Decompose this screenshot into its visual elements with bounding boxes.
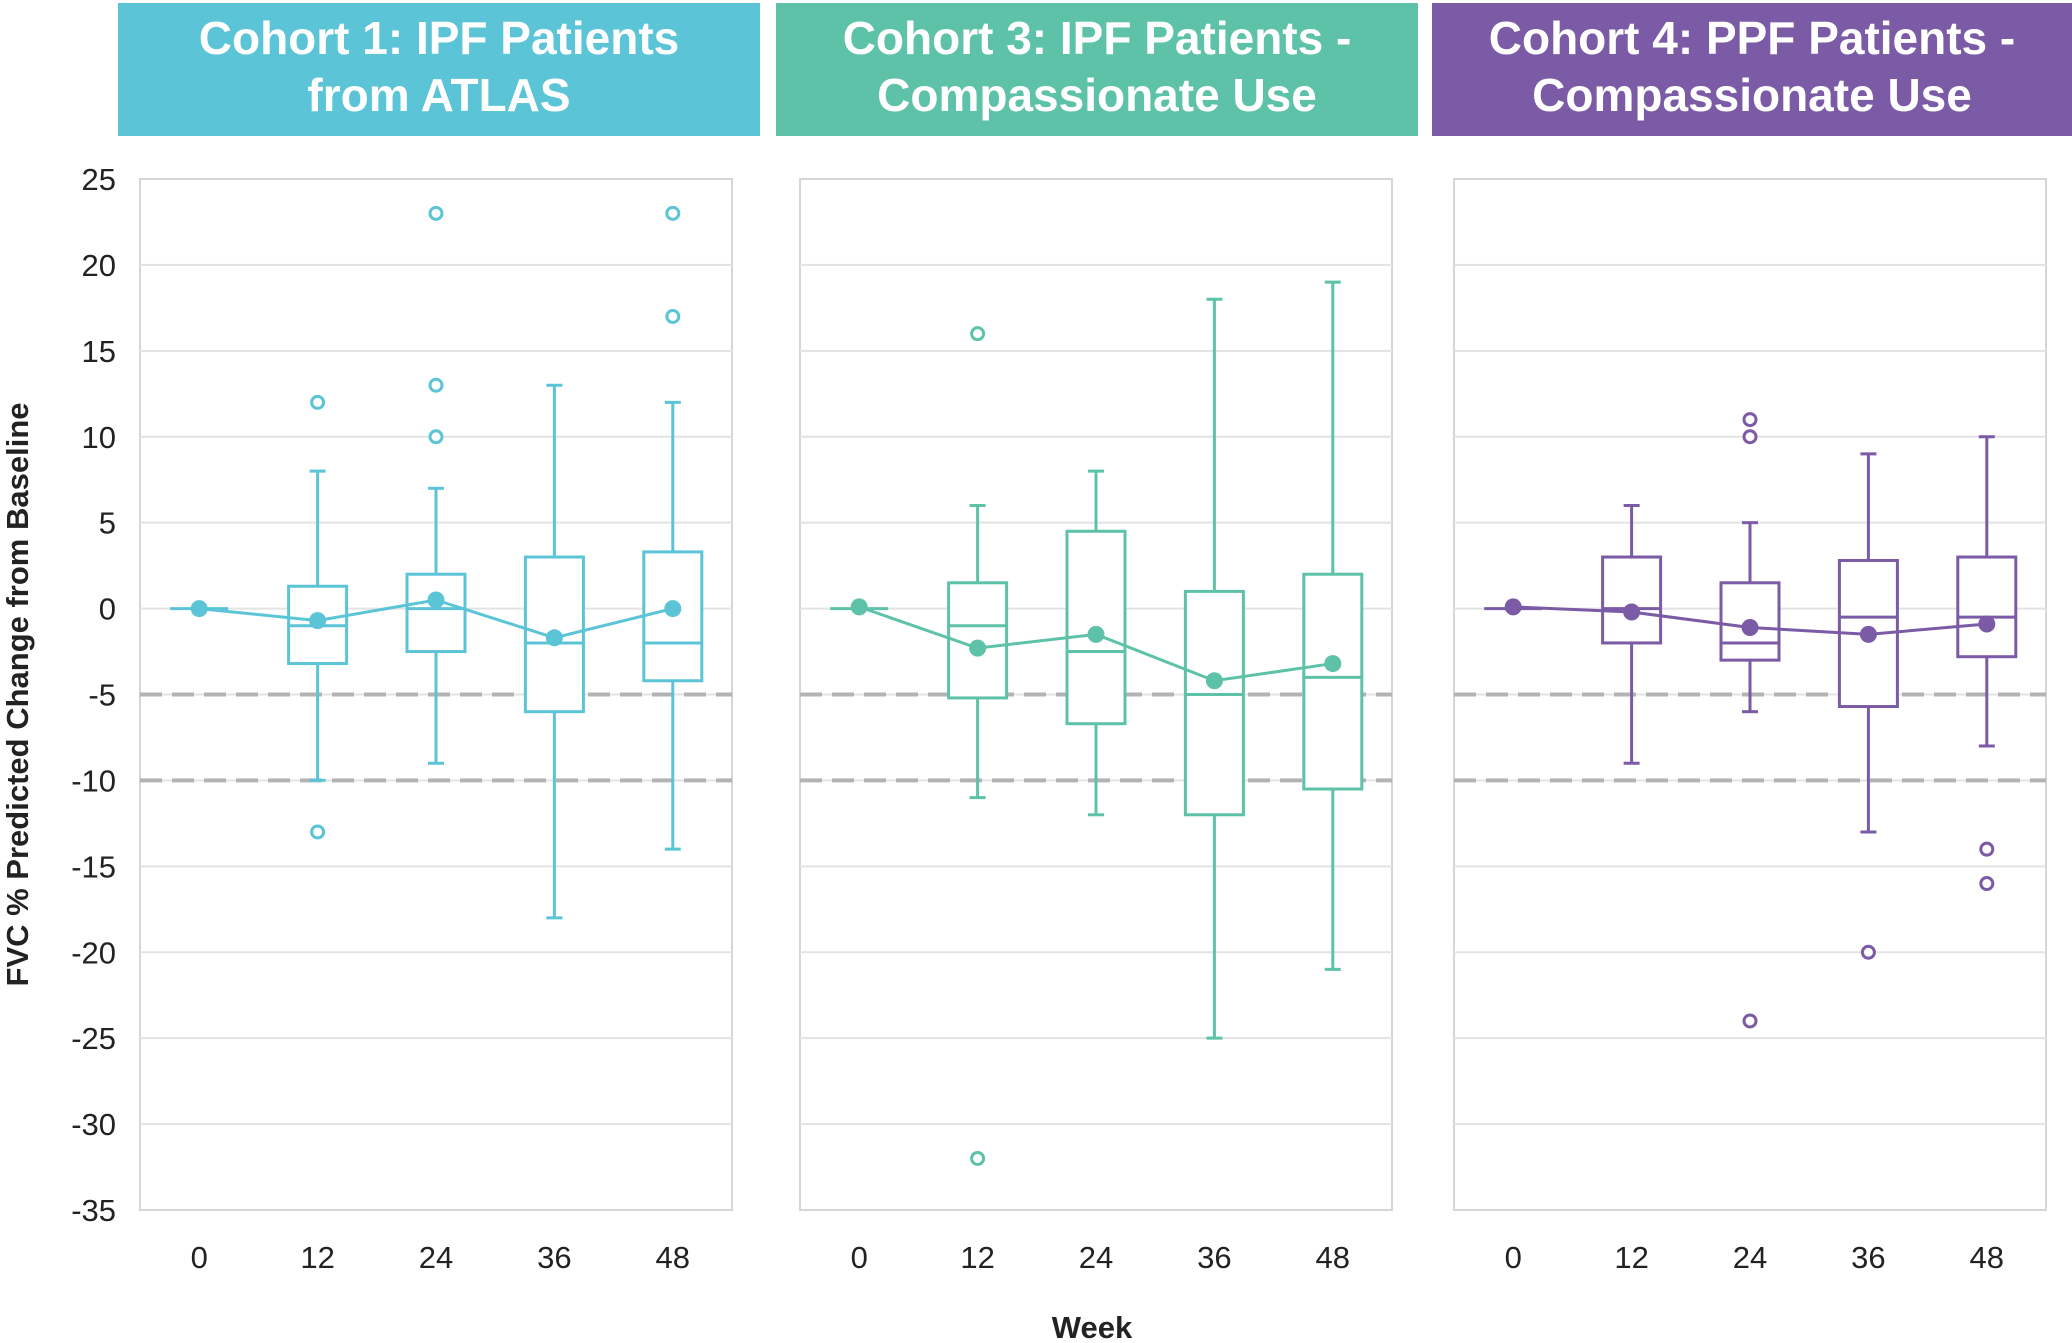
outlier-point [1742, 1013, 1758, 1029]
x-tick-label: 48 [656, 1240, 690, 1275]
mean-point [545, 629, 563, 647]
y-tick-label: 15 [82, 334, 116, 369]
box-week-48 [1956, 435, 2018, 892]
mean-point [190, 600, 208, 618]
box-iqr [405, 572, 467, 654]
y-tick-label: -15 [71, 849, 116, 884]
x-tick-label: 48 [1316, 1240, 1350, 1275]
box-iqr [1302, 572, 1364, 791]
mean-point [1623, 603, 1641, 621]
x-tick-label: 24 [419, 1240, 453, 1275]
mean-point [850, 598, 868, 616]
panel-title: Cohort 1: IPF Patients [199, 12, 679, 64]
y-tick-label: -25 [71, 1021, 116, 1056]
outlier-point [428, 429, 444, 445]
outlier-point [1742, 412, 1758, 428]
mean-point [1741, 618, 1759, 636]
mean-point [1978, 615, 1996, 633]
mean-point [309, 612, 327, 630]
x-tick-label: 0 [1505, 1240, 1522, 1275]
outlier-point [310, 824, 326, 840]
outlier-point [1979, 841, 1995, 857]
y-tick-label: -20 [71, 935, 116, 970]
outlier-point [1742, 429, 1758, 445]
panel-2: Cohort 3: IPF Patients -Compassionate Us… [776, 3, 1418, 1275]
y-tick-label: -30 [71, 1107, 116, 1142]
panel-title: Compassionate Use [877, 69, 1317, 121]
y-tick-label: -35 [71, 1193, 116, 1228]
outlier-point [428, 377, 444, 393]
x-tick-label: 24 [1733, 1240, 1767, 1275]
y-tick-label: -10 [71, 763, 116, 798]
mean-point [1324, 655, 1342, 673]
mean-point [969, 639, 987, 657]
panel-title: Cohort 3: IPF Patients - [843, 12, 1352, 64]
x-tick-label: 12 [1614, 1240, 1648, 1275]
outlier-point [428, 205, 444, 221]
panel-3: Cohort 4: PPF Patients -Compassionate Us… [1432, 3, 2072, 1275]
x-tick-label: 36 [1197, 1240, 1231, 1275]
x-tick-label: 0 [191, 1240, 208, 1275]
x-tick-label: 36 [537, 1240, 571, 1275]
box-iqr [1601, 555, 1663, 645]
x-tick-label: 12 [300, 1240, 334, 1275]
box-week-36 [1183, 297, 1245, 1040]
x-tick-label: 36 [1851, 1240, 1885, 1275]
x-tick-label: 0 [851, 1240, 868, 1275]
y-tick-label: 5 [99, 506, 116, 541]
mean-point [1859, 625, 1877, 643]
box-week-48 [1302, 280, 1364, 971]
y-tick-label: 25 [82, 162, 116, 197]
x-tick-label: 48 [1970, 1240, 2004, 1275]
y-axis-label: FVC % Predicted Change from Baseline [0, 403, 35, 987]
x-tick-label: 12 [960, 1240, 994, 1275]
panel-title: Compassionate Use [1532, 69, 1972, 121]
x-tick-label: 24 [1079, 1240, 1113, 1275]
mean-point [1205, 672, 1223, 690]
outlier-point [665, 308, 681, 324]
panel-title: Cohort 4: PPF Patients - [1489, 12, 2015, 64]
outlier-point [970, 326, 986, 342]
box-iqr [1956, 555, 2018, 659]
y-tick-label: -5 [88, 678, 116, 713]
panel-title: from ATLAS [307, 69, 570, 121]
outlier-point [310, 394, 326, 410]
panel-header [118, 3, 760, 136]
mean-point [1504, 598, 1522, 616]
outlier-point [1979, 876, 1995, 892]
x-axis-label: Week [1052, 1310, 1133, 1343]
outlier-point [1860, 944, 1876, 960]
y-axis: 25 20 15 10 5 0 -5 -10 -15 -20 -25 -30 -35 [71, 162, 116, 1228]
y-tick-label: 0 [99, 592, 116, 627]
y-tick-label: 20 [82, 248, 116, 283]
y-tick-label: 10 [82, 420, 116, 455]
outlier-point [665, 205, 681, 221]
mean-point [664, 600, 682, 618]
box-week-24 [405, 205, 467, 765]
panel-header [776, 3, 1418, 136]
outlier-point [970, 1150, 986, 1166]
mean-point [427, 591, 445, 609]
mean-point [1087, 625, 1105, 643]
box-iqr [1183, 589, 1245, 817]
panel-header [1432, 3, 2072, 136]
box-week-12 [1601, 503, 1663, 765]
